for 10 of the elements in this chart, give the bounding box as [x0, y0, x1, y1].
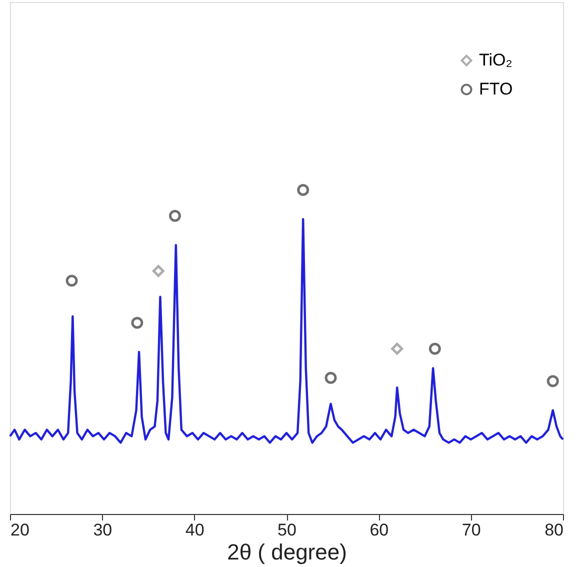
legend-label: FTO [479, 80, 513, 98]
x-tick-label: 20 [10, 520, 30, 540]
x-tick-label: 40 [185, 520, 204, 540]
x-tick-label: 30 [93, 520, 112, 540]
x-tick-label: 70 [462, 520, 481, 540]
x-tick-label: 80 [544, 520, 564, 540]
x-axis-title: 2θ ( degree) [227, 540, 347, 564]
x-tick-label: 60 [370, 520, 389, 540]
x-tick-label: 50 [278, 520, 296, 540]
legend-label: TiO₂ [479, 50, 512, 70]
